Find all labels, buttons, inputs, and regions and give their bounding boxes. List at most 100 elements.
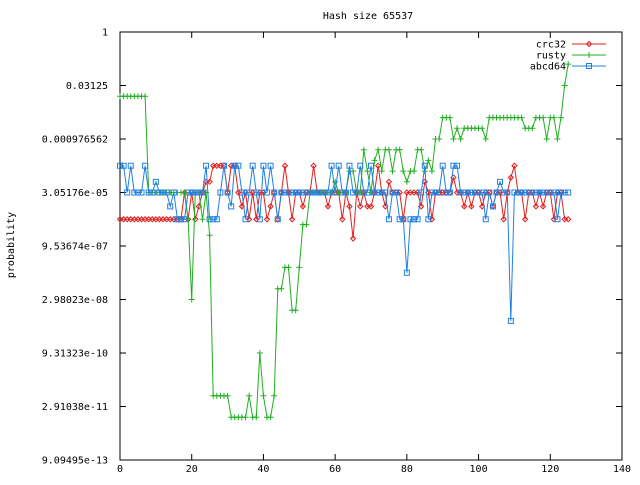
- data-point: [439, 162, 446, 169]
- data-point: [167, 203, 174, 210]
- data-point: [425, 157, 432, 164]
- data-point: [231, 162, 238, 169]
- x-tick-label: 20: [186, 464, 198, 475]
- data-point: [357, 162, 364, 169]
- data-point: [497, 178, 504, 185]
- data-point: [292, 189, 299, 196]
- plot-border: [119, 31, 623, 461]
- data-point: [235, 189, 242, 196]
- data-point: [464, 189, 471, 196]
- y-tick-label: 1: [102, 28, 108, 39]
- data-point: [328, 162, 335, 169]
- data-point: [127, 162, 134, 169]
- data-point: [267, 162, 274, 169]
- data-point: [242, 189, 249, 196]
- data-point: [310, 189, 317, 196]
- data-point: [454, 162, 461, 169]
- x-tick-label: 100: [470, 464, 488, 475]
- data-point: [436, 136, 443, 142]
- data-point: [246, 392, 253, 399]
- data-point: [411, 216, 418, 223]
- data-point: [246, 189, 253, 196]
- data-point: [367, 203, 375, 210]
- data-point: [436, 189, 443, 196]
- data-point: [389, 168, 396, 175]
- y-tick-label: 0.03125: [66, 81, 108, 92]
- series-line-rusty: [120, 64, 569, 418]
- data-point: [342, 189, 349, 196]
- data-point: [511, 189, 518, 196]
- x-tick-label: 60: [329, 464, 341, 475]
- data-point: [260, 392, 267, 399]
- data-point: [278, 285, 285, 292]
- x-tick-label: 0: [117, 464, 123, 475]
- data-point: [540, 114, 547, 121]
- data-point: [131, 189, 138, 196]
- data-point: [382, 189, 389, 196]
- data-point: [138, 189, 145, 196]
- data-point: [217, 189, 224, 196]
- data-point: [206, 178, 213, 186]
- data-point: [353, 189, 360, 196]
- data-point: [120, 162, 127, 169]
- data-point: [539, 203, 547, 210]
- data-point: [550, 189, 557, 196]
- data-point: [324, 189, 331, 196]
- data-point: [561, 189, 568, 196]
- data-point: [360, 146, 367, 153]
- data-point: [357, 203, 364, 210]
- data-point: [479, 189, 486, 196]
- data-point: [181, 216, 188, 223]
- data-point: [310, 162, 317, 169]
- data-point: [489, 203, 496, 210]
- data-point: [518, 114, 525, 121]
- data-point: [185, 189, 192, 196]
- data-point: [220, 162, 227, 169]
- data-point: [529, 189, 536, 196]
- data-point: [393, 189, 400, 196]
- data-point: [303, 189, 310, 196]
- data-point: [515, 189, 522, 196]
- y-tick-label: 9.09495e-13: [42, 456, 108, 467]
- data-point: [521, 216, 529, 223]
- data-point: [565, 61, 572, 68]
- data-point: [292, 307, 299, 314]
- data-point: [454, 125, 461, 132]
- data-point: [507, 317, 514, 324]
- data-point: [403, 178, 410, 185]
- data-point: [374, 162, 382, 169]
- data-point: [389, 189, 396, 196]
- data-point: [271, 392, 278, 399]
- data-point: [565, 189, 572, 196]
- data-point: [418, 146, 425, 153]
- data-point: [299, 203, 307, 210]
- data-point: [206, 232, 213, 239]
- data-point: [152, 178, 159, 185]
- data-point: [285, 264, 292, 271]
- legend-label-rusty: rusty: [536, 51, 566, 62]
- data-point: [532, 203, 540, 210]
- data-point: [274, 216, 281, 223]
- data-point: [324, 203, 332, 210]
- data-point: [271, 189, 278, 196]
- data-point: [446, 114, 453, 121]
- data-point: [482, 136, 489, 142]
- data-point: [224, 392, 231, 399]
- legend-marker-abcd64: [586, 63, 592, 69]
- data-point: [486, 189, 493, 196]
- data-point: [142, 93, 149, 100]
- data-point: [368, 189, 374, 196]
- data-point: [285, 189, 292, 196]
- series-rusty: [117, 61, 572, 421]
- data-point: [213, 216, 220, 223]
- data-point: [407, 216, 414, 223]
- series-layer: [116, 61, 572, 421]
- data-point: [554, 136, 561, 142]
- data-point: [210, 216, 217, 223]
- data-point: [317, 189, 324, 196]
- data-point: [450, 162, 457, 169]
- data-point: [540, 189, 547, 196]
- data-point: [396, 189, 403, 196]
- y-tick-label: 3.05176e-05: [42, 188, 108, 199]
